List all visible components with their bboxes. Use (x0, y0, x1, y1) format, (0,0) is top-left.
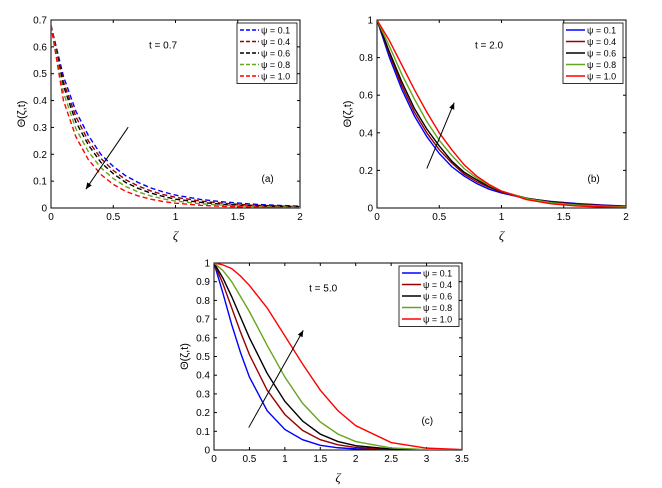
x-tick-label: 2 (353, 454, 359, 465)
y-tick-label: 0 (367, 204, 373, 215)
x-tick-label: 0 (48, 212, 54, 223)
x-tick-label: 0 (211, 454, 217, 465)
y-tick-label: 0 (41, 204, 47, 215)
y-tick-label: 0.4 (359, 128, 373, 139)
y-tick-label: 1 (204, 259, 210, 270)
y-tick-label: 0.7 (196, 315, 210, 326)
series-line (377, 20, 626, 208)
x-tick-label: 1 (173, 212, 179, 223)
legend-entry: ψ = 0.1 (261, 25, 290, 35)
legend-entry: ψ = 0.6 (423, 291, 452, 301)
trend-arrow-head (449, 102, 455, 110)
y-tick-label: 0.4 (196, 371, 210, 382)
legend-entry: ψ = 0.1 (587, 25, 616, 35)
trend-arrow-shaft (85, 126, 129, 190)
y-axis-label: Θ(ζ,t) (342, 101, 354, 128)
y-tick-label: 0.4 (33, 96, 47, 107)
y-tick-label: 0.6 (33, 42, 47, 53)
y-tick-label: 0.1 (33, 177, 47, 188)
legend-entry: ψ = 0.4 (587, 37, 616, 47)
x-tick-label: 0.5 (432, 212, 446, 223)
legend-entry: ψ = 0.8 (261, 60, 290, 70)
y-tick-label: 0.6 (359, 91, 373, 102)
y-tick-label: 0.2 (359, 166, 373, 177)
legend-entry: ψ = 0.4 (423, 280, 452, 290)
legend-entry: ψ = 1.0 (423, 314, 452, 324)
x-tick-label: 1 (282, 454, 288, 465)
x-tick-label: 3.5 (455, 454, 469, 465)
trend-arrow-head (297, 330, 304, 338)
chart-panel-1: 0 0.5 1 1.5 2 0 0.1 0.2 0.3 0.4 0.5 0.6 0.7 ζ Θ(ζ,t) ψ … (16, 16, 303, 244)
time-annotation: t = 5.0 (309, 283, 338, 294)
trend-arrow-shaft (426, 102, 455, 169)
x-tick-label: 1.5 (313, 454, 327, 465)
series-line (214, 263, 462, 450)
y-tick-label: 0.7 (33, 16, 47, 27)
y-tick-label: 0.5 (196, 352, 210, 363)
y-tick-label: 0.5 (33, 69, 47, 80)
legend-entry: ψ = 0.6 (261, 48, 290, 58)
x-tick-label: 0.5 (242, 454, 256, 465)
x-tick-label: 2 (297, 212, 303, 223)
x-axis-label: ζ (173, 228, 179, 243)
x-axis-label: ζ (335, 470, 341, 485)
y-tick-label: 0.8 (359, 53, 373, 64)
x-tick-label: 0.5 (106, 212, 120, 223)
series-line (377, 20, 626, 208)
series-line (51, 25, 300, 208)
x-tick-label: 0 (374, 212, 380, 223)
x-tick-label: 1.5 (231, 212, 245, 223)
series-line (51, 25, 300, 207)
legend-entry: ψ = 1.0 (261, 71, 290, 81)
series-line (51, 25, 300, 208)
y-tick-label: 0.6 (196, 333, 210, 344)
y-tick-label: 0.8 (196, 296, 210, 307)
y-tick-label: 0.9 (196, 277, 210, 288)
legend-entry: ψ = 0.8 (423, 303, 452, 313)
x-axis-label: ζ (499, 228, 505, 243)
legend-entry: ψ = 0.1 (423, 268, 452, 278)
panel-label: (b) (588, 174, 600, 185)
y-tick-label: 0.3 (33, 123, 47, 134)
series-line (51, 25, 300, 208)
legend: ψ = 0.1 ψ = 0.4ψ = 0.6 ψ = 0.8ψ = 1.0 (398, 265, 460, 327)
legend: ψ = 0.1 ψ = 0.4ψ = 0.6 ψ = 0.8ψ = 1.0 (562, 22, 624, 84)
chart-panel-3: 0 0.5 1 1.5 2 2.5 3 3.5 0 0.1 0.2 0.3 0.4 0.5 0.6 0.7 0.… (179, 259, 469, 486)
legend-entry: ψ = 0.8 (587, 60, 616, 70)
y-tick-label: 0.1 (196, 427, 210, 438)
legend-entry: ψ = 0.6 (587, 48, 616, 58)
x-tick-label: 2.5 (384, 454, 398, 465)
x-tick-label: 1 (499, 212, 505, 223)
y-axis-label: Θ(ζ,t) (16, 101, 28, 128)
legend-entry: ψ = 0.4 (261, 37, 290, 47)
panel-label: (c) (421, 416, 433, 427)
time-annotation: t = 0.7 (149, 40, 178, 51)
legend-entry: ψ = 1.0 (587, 71, 616, 81)
trend-arrow-head (85, 182, 92, 190)
time-annotation: t = 2.0 (475, 40, 504, 51)
panel-label: (a) (262, 174, 274, 185)
series-line (214, 263, 462, 450)
series-line (51, 25, 300, 208)
x-tick-label: 2 (623, 212, 629, 223)
y-tick-label: 0.2 (33, 150, 47, 161)
legend: ψ = 0.1 ψ = 0.4ψ = 0.6 ψ = 0.8ψ = 1.0 (236, 22, 298, 84)
y-tick-label: 0.2 (196, 408, 210, 419)
x-tick-label: 1.5 (557, 212, 571, 223)
y-tick-label: 0 (204, 446, 210, 457)
y-axis-label: Θ(ζ,t) (179, 343, 191, 370)
y-tick-label: 0.3 (196, 389, 210, 400)
x-tick-label: 3 (424, 454, 430, 465)
series-line (214, 263, 462, 450)
trend-arrow-shaft (248, 330, 304, 428)
y-tick-label: 1 (367, 16, 373, 27)
